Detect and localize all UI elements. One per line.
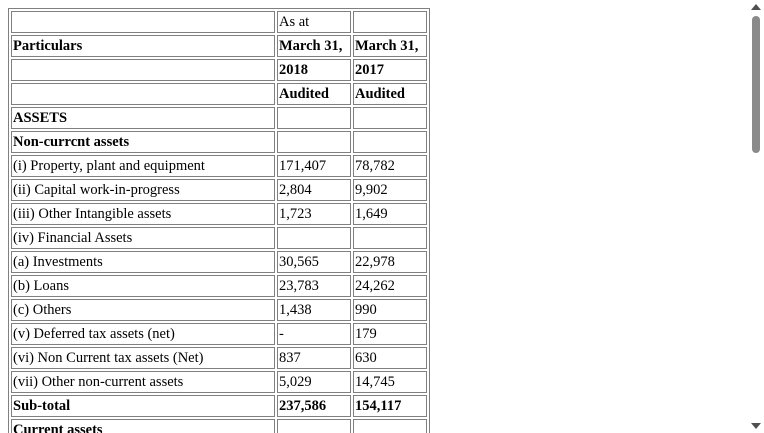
particulars-cell: (vii) Other non-current assets: [11, 371, 275, 393]
particulars-cell: ASSETS: [11, 107, 275, 129]
table-row: Audited Audited: [11, 83, 427, 105]
fy2017-cell: 9,902: [353, 179, 427, 201]
fy2018-cell: 23,783: [277, 275, 351, 297]
table-row: (c) Others 1,438 990: [11, 299, 427, 321]
fy2018-cell: 237,586: [277, 395, 351, 417]
fy2017-cell: [353, 227, 427, 249]
particulars-cell: Particulars: [11, 35, 275, 57]
table-row: (iv) Financial Assets: [11, 227, 427, 249]
particulars-cell: (a) Investments: [11, 251, 275, 273]
particulars-cell: (iv) Financial Assets: [11, 227, 275, 249]
particulars-cell: [11, 59, 275, 81]
fy2018-cell: 837: [277, 347, 351, 369]
particulars-cell: (c) Others: [11, 299, 275, 321]
fy2017-cell: 22,978: [353, 251, 427, 273]
fy2018-cell: [277, 131, 351, 153]
fy2018-cell: As at: [277, 11, 351, 33]
particulars-cell: Current assets: [11, 419, 275, 433]
table-row: (b) Loans 23,783 24,262: [11, 275, 427, 297]
particulars-cell: (b) Loans: [11, 275, 275, 297]
fy2018-cell: [277, 227, 351, 249]
fy2017-cell: 14,745: [353, 371, 427, 393]
scrollbar-thumb[interactable]: [752, 16, 760, 153]
table-row: ASSETS: [11, 107, 427, 129]
fy2017-cell: [353, 11, 427, 33]
balance-sheet-table: As at Particulars March 31, March 31, 2018 20…: [8, 8, 430, 433]
particulars-cell: (iii) Other Intangible assets: [11, 203, 275, 225]
particulars-cell: Non-currcnt assets: [11, 131, 275, 153]
fy2017-cell: Audited: [353, 83, 427, 105]
table-row: (v) Deferred tax assets (net) -179: [11, 323, 427, 345]
fy2018-cell: 1,723: [277, 203, 351, 225]
fy2017-cell: 78,782: [353, 155, 427, 177]
scroll-up-arrow-icon[interactable]: [751, 4, 761, 10]
fy2018-cell: -: [277, 323, 351, 345]
table-row: Sub-total 237,586 154,117: [11, 395, 427, 417]
fy2018-cell: 30,565: [277, 251, 351, 273]
vertical-scrollbar[interactable]: [749, 0, 764, 433]
table-row: (i) Property, plant and equipment 171,407…: [11, 155, 427, 177]
table-row: Particulars March 31, March 31,: [11, 35, 427, 57]
document-content: As at Particulars March 31, March 31, 2018 20…: [8, 8, 430, 433]
fy2017-cell: [353, 131, 427, 153]
table-row: (a) Investments 30,565 22,978: [11, 251, 427, 273]
particulars-cell: [11, 83, 275, 105]
table-row: As at: [11, 11, 427, 33]
fy2018-cell: 2,804: [277, 179, 351, 201]
fy2018-cell: 2018: [277, 59, 351, 81]
fy2017-cell: 179: [353, 323, 427, 345]
fy2018-cell: 5,029: [277, 371, 351, 393]
fy2018-cell: [277, 419, 351, 433]
fy2017-cell: 24,262: [353, 275, 427, 297]
fy2017-cell: March 31,: [353, 35, 427, 57]
fy2017-cell: [353, 419, 427, 433]
particulars-cell: [11, 11, 275, 33]
fy2017-cell: 1,649: [353, 203, 427, 225]
particulars-cell: (i) Property, plant and equipment: [11, 155, 275, 177]
table-row: (vii) Other non-current assets 5,029 14,74…: [11, 371, 427, 393]
particulars-cell: Sub-total: [11, 395, 275, 417]
table-row: (iii) Other Intangible assets 1,723 1,649: [11, 203, 427, 225]
table-row: (ii) Capital work-in-progress 2,804 9,902: [11, 179, 427, 201]
particulars-cell: (v) Deferred tax assets (net): [11, 323, 275, 345]
table-row: Non-currcnt assets: [11, 131, 427, 153]
fy2018-cell: Audited: [277, 83, 351, 105]
table-row: 2018 2017: [11, 59, 427, 81]
fy2017-cell: 990: [353, 299, 427, 321]
fy2018-cell: [277, 107, 351, 129]
table-row: (vi) Non Current tax assets (Net) 837 630: [11, 347, 427, 369]
fy2018-cell: 171,407: [277, 155, 351, 177]
particulars-cell: (ii) Capital work-in-progress: [11, 179, 275, 201]
table-row: Current assets: [11, 419, 427, 433]
particulars-cell: (vi) Non Current tax assets (Net): [11, 347, 275, 369]
fy2018-cell: March 31,: [277, 35, 351, 57]
fy2017-cell: 154,117: [353, 395, 427, 417]
fy2018-cell: 1,438: [277, 299, 351, 321]
fy2017-cell: 630: [353, 347, 427, 369]
fy2017-cell: [353, 107, 427, 129]
scroll-down-arrow-icon[interactable]: [751, 423, 761, 429]
fy2017-cell: 2017: [353, 59, 427, 81]
